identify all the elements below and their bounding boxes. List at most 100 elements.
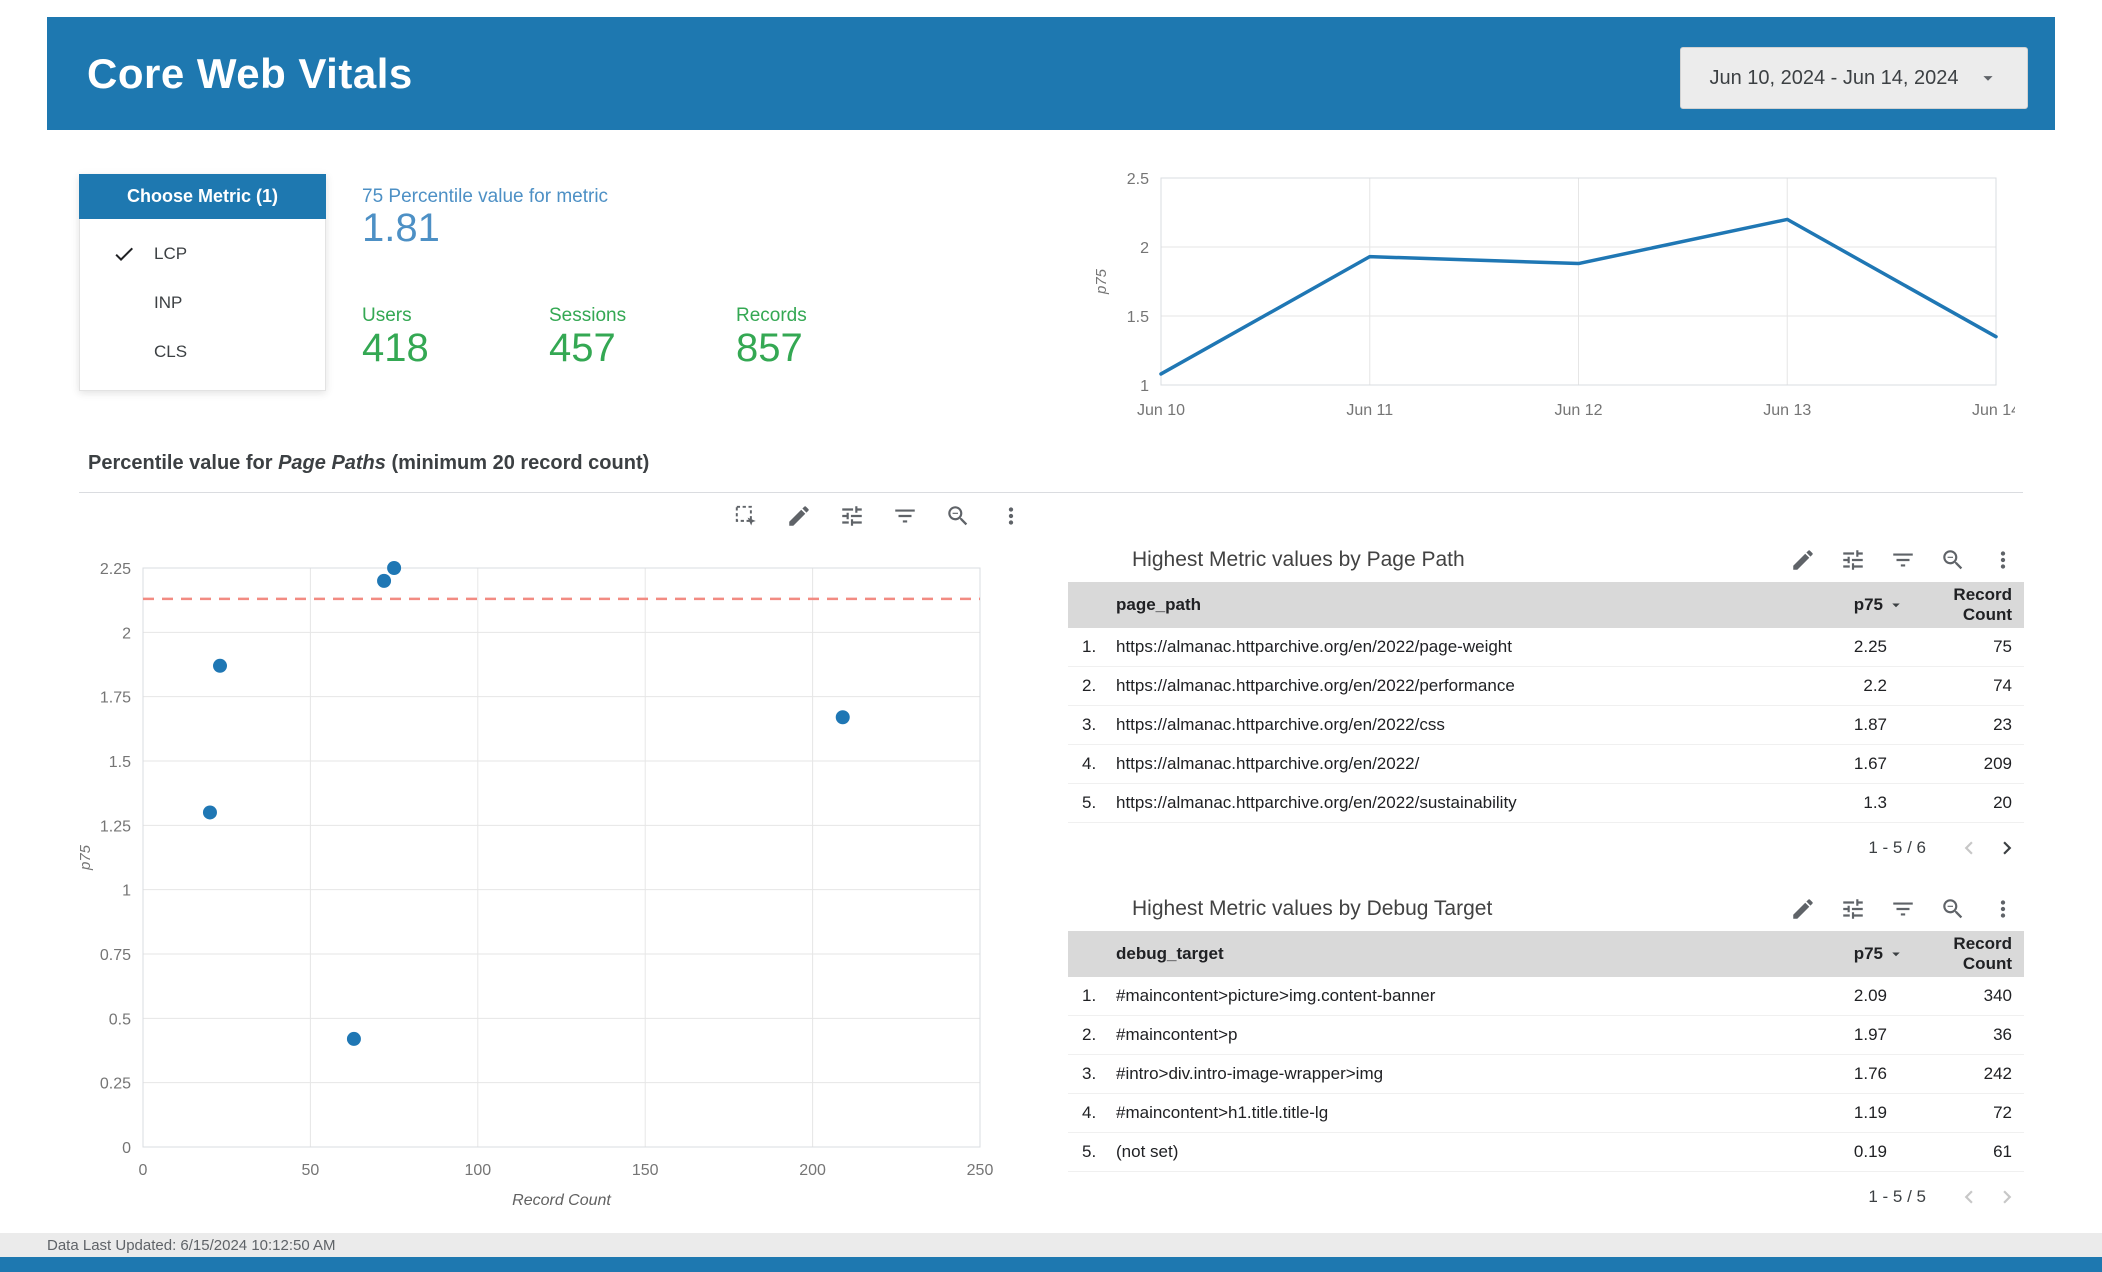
table-row[interactable]: 4. #maincontent>h1.title.title-lg 1.19 72 [1068,1094,2024,1133]
tune-icon[interactable] [1840,547,1866,573]
row-key: (not set) [1116,1142,1179,1161]
users-scorecard-value: 418 [362,326,429,370]
tune-icon[interactable] [1840,896,1866,922]
pagination-range: 1 - 5 / 6 [1868,838,1926,857]
column-header-record-count[interactable]: Record Count [1953,585,2012,624]
svg-text:1: 1 [1140,378,1149,395]
more-vert-icon[interactable] [1990,547,2016,573]
more-vert-icon[interactable] [1990,896,2016,922]
svg-text:2: 2 [122,625,131,642]
row-index: 3. [1082,715,1097,734]
date-range-picker[interactable]: Jun 10, 2024 - Jun 14, 2024 [1680,47,2028,109]
svg-text:1.5: 1.5 [1127,309,1149,326]
sort-caret-icon [1887,596,1905,614]
table-title: Highest Metric values by Page Path [1132,548,1465,571]
svg-text:1.5: 1.5 [109,754,131,771]
debug-target-table-toolbar [1790,896,2016,922]
svg-text:Jun 14: Jun 14 [1972,402,2015,419]
row-key: #maincontent>picture>img.content-banner [1116,986,1436,1005]
column-header-p75[interactable]: p75 [1769,944,1909,964]
check-icon [112,242,136,266]
row-record-count: 23 [1993,715,2012,734]
row-record-count: 72 [1993,1103,2012,1122]
column-header-record-count[interactable]: Record Count [1953,934,2012,973]
edit-icon[interactable] [1790,896,1816,922]
row-key: #maincontent>h1.title.title-lg [1116,1103,1329,1122]
row-key: https://almanac.httparchive.org/en/2022/… [1116,637,1512,656]
table-row[interactable]: 5. https://almanac.httparchive.org/en/202… [1068,784,2024,823]
svg-text:1.25: 1.25 [100,818,131,835]
scatter-chart[interactable]: 0 0.25 0.5 0.75 1 1.25 1.5 1.75 2 2.25 0 50 100 150 20… [75,540,1010,1230]
row-record-count: 242 [1983,1064,2012,1083]
more-vert-icon[interactable] [998,503,1024,529]
timeseries-chart[interactable]: 1 1.5 2 2.5 Jun 10 Jun 11 Jun 12 Jun 13 Jun 14 p7… [1090,160,2015,440]
next-page-button[interactable] [1994,835,2020,861]
row-index: 4. [1082,1103,1097,1122]
edit-icon[interactable] [786,503,812,529]
percentile-scorecard-value: 1.81 [362,206,440,250]
records-scorecard-label: Records [736,305,807,326]
row-record-count: 36 [1993,1025,2012,1044]
metric-selector: Choose Metric (1) LCP INP CLS [79,174,326,391]
table-row[interactable]: 3. #intro>div.intro-image-wrapper>img 1.76… [1068,1055,2024,1094]
metric-option-cls[interactable]: CLS [80,327,325,376]
report-title: Core Web Vitals [87,49,413,97]
metric-option-label: LCP [154,243,188,263]
row-index: 5. [1082,1142,1097,1161]
table-body: 1. #maincontent>picture>img.content-banne… [1068,977,2024,1172]
table-row[interactable]: 3. https://almanac.httparchive.org/en/202… [1068,706,2024,745]
next-page-button[interactable] [1994,1184,2020,1210]
table-row[interactable]: 1. https://almanac.httparchive.org/en/202… [1068,628,2024,667]
row-key: #maincontent>p [1116,1025,1238,1044]
bottom-accent-strip [0,1257,2102,1272]
row-index: 4. [1082,754,1097,773]
metric-option-label: CLS [154,341,188,361]
tune-icon[interactable] [839,503,865,529]
table-row[interactable]: 2. https://almanac.httparchive.org/en/202… [1068,667,2024,706]
filter-list-icon[interactable] [892,503,918,529]
box-select-icon[interactable] [733,503,759,529]
table-row[interactable]: 4. https://almanac.httparchive.org/en/202… [1068,745,2024,784]
prev-page-button[interactable] [1956,1184,1982,1210]
row-p75: 2.25 [1853,637,1887,656]
svg-text:0.5: 0.5 [109,1011,131,1028]
table-header-row: debug_target p75 Record Count [1068,931,2024,977]
edit-icon[interactable] [1790,547,1816,573]
column-header-p75[interactable]: p75 [1769,595,1909,615]
date-range-label: Jun 10, 2024 - Jun 14, 2024 [1709,66,1959,89]
last-updated-text: Data Last Updated: 6/15/2024 10:12:50 AM [47,1236,336,1254]
svg-text:p75: p75 [77,844,94,871]
zoom-out-icon[interactable] [1940,547,1966,573]
row-p75: 2.2 [1863,676,1887,695]
row-record-count: 20 [1993,793,2012,812]
prev-page-button[interactable] [1956,835,1982,861]
column-header-page-path[interactable]: page_path [1116,595,1202,614]
zoom-out-icon[interactable] [1940,896,1966,922]
svg-text:250: 250 [967,1162,994,1179]
svg-text:Jun 13: Jun 13 [1763,402,1811,419]
table-row[interactable]: 2. #maincontent>p 1.97 36 [1068,1016,2024,1055]
metric-option-inp[interactable]: INP [80,278,325,327]
svg-text:100: 100 [464,1162,491,1179]
filter-list-icon[interactable] [1890,896,1916,922]
percentile-scorecard-label: 75 Percentile value for metric [362,186,609,207]
svg-text:Jun 11: Jun 11 [1346,402,1393,419]
svg-text:Jun 10: Jun 10 [1137,402,1185,419]
section-title: Percentile value for Page Paths (minimum… [88,452,650,474]
table-row[interactable]: 5. (not set) 0.19 61 [1068,1133,2024,1172]
metric-option-lcp[interactable]: LCP [80,229,325,278]
zoom-out-icon[interactable] [945,503,971,529]
dropdown-caret-icon [1977,67,1999,89]
metric-selector-header[interactable]: Choose Metric (1) [79,174,326,219]
row-key: https://almanac.httparchive.org/en/2022/… [1116,793,1517,812]
footer-bar: Data Last Updated: 6/15/2024 10:12:50 AM [0,1233,2102,1257]
row-p75: 0.19 [1853,1142,1887,1161]
row-p75: 2.09 [1853,986,1887,1005]
table-title: Highest Metric values by Debug Target [1132,897,1493,920]
filter-list-icon[interactable] [1890,547,1916,573]
column-header-debug-target[interactable]: debug_target [1116,944,1224,963]
row-record-count: 61 [1993,1142,2012,1161]
table-header-row: page_path p75 Record Count [1068,582,2024,628]
svg-text:1: 1 [122,883,131,900]
table-row[interactable]: 1. #maincontent>picture>img.content-banne… [1068,977,2024,1016]
